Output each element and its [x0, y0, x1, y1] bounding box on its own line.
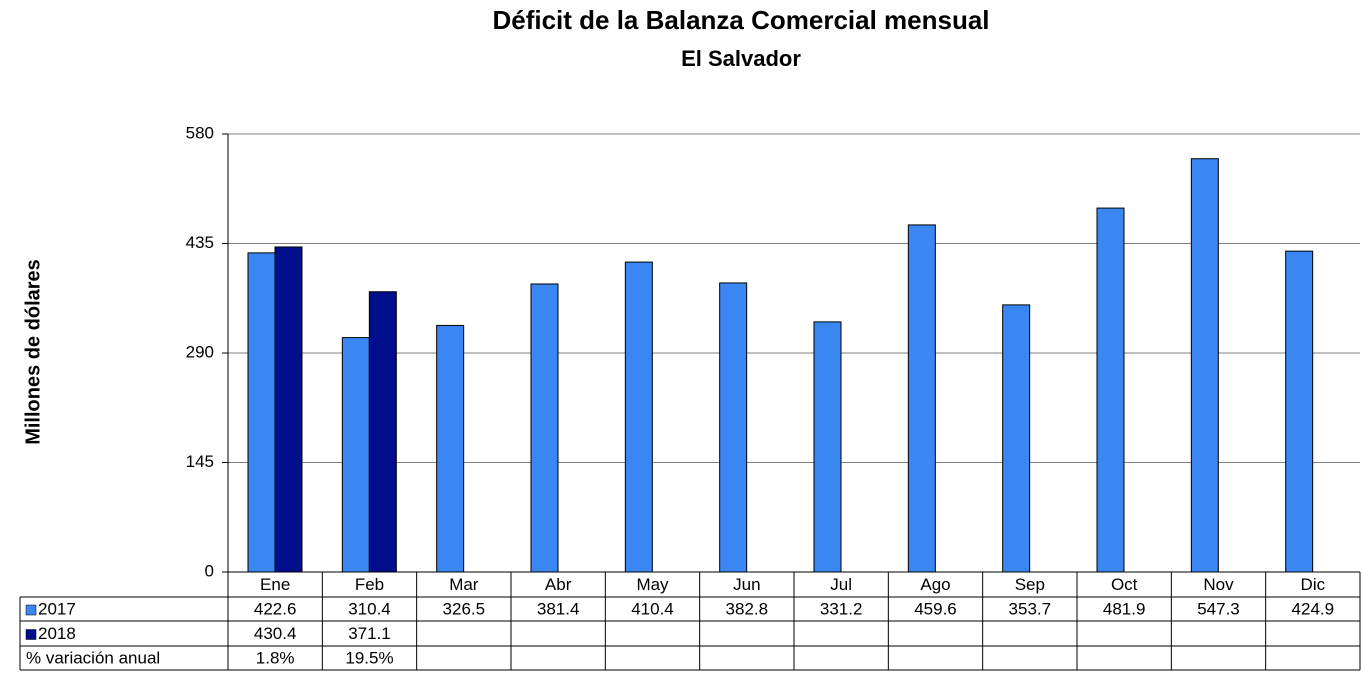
bar — [368, 291, 397, 573]
x-tick-label: Ene — [260, 575, 290, 594]
y-tick-label: 290 — [186, 342, 214, 361]
table-value: 310.4 — [348, 599, 391, 618]
x-tick-label: Abr — [545, 575, 572, 594]
bar — [274, 246, 303, 573]
table-value: 410.4 — [631, 599, 674, 618]
table-value: 424.9 — [1292, 599, 1335, 618]
chart-subtitle: El Salvador — [681, 46, 801, 71]
table-value: 430.4 — [254, 624, 297, 643]
y-tick-label: 145 — [186, 452, 214, 471]
bar — [1096, 207, 1125, 573]
bar — [624, 261, 653, 573]
table-value: 326.5 — [443, 599, 486, 618]
bar — [1285, 250, 1314, 573]
bar — [907, 224, 936, 573]
x-tick-label: Sep — [1015, 575, 1045, 594]
table-value: 1.8% — [256, 648, 295, 667]
bar — [530, 283, 559, 573]
y-tick-label: 435 — [186, 233, 214, 252]
bar — [719, 282, 748, 573]
x-tick-label: Feb — [355, 575, 384, 594]
bar — [247, 252, 276, 573]
x-tick-label: Mar — [449, 575, 479, 594]
table-value: 547.3 — [1197, 599, 1240, 618]
x-tick-label: Jul — [830, 575, 852, 594]
table-value: 481.9 — [1103, 599, 1146, 618]
table-value: 459.6 — [914, 599, 957, 618]
x-tick-label: Jun — [733, 575, 760, 594]
bar — [341, 337, 370, 573]
legend-label: 2018 — [38, 624, 76, 643]
x-tick-label: May — [636, 575, 669, 594]
x-tick-label: Ago — [920, 575, 950, 594]
y-axis-label: Millones de dólares — [22, 259, 44, 445]
chart-title: Déficit de la Balanza Comercial mensual — [492, 5, 989, 35]
table-value: 353.7 — [1009, 599, 1052, 618]
y-tick-label: 580 — [186, 123, 214, 142]
legend-swatch — [25, 604, 37, 616]
bar — [1002, 304, 1031, 573]
table-value: 331.2 — [820, 599, 863, 618]
legend-swatch — [25, 629, 37, 640]
table-value: 19.5% — [345, 648, 393, 667]
x-tick-label: Oct — [1111, 575, 1138, 594]
bar — [436, 324, 465, 573]
table-value: 381.4 — [537, 599, 580, 618]
bar — [813, 321, 842, 573]
y-tick-label: 0 — [205, 561, 214, 580]
legend-label: 2017 — [38, 599, 76, 618]
table-value: 422.6 — [254, 599, 297, 618]
bar — [1190, 158, 1219, 573]
table-row-label: % variación anual — [26, 648, 160, 667]
x-tick-label: Dic — [1301, 575, 1326, 594]
table-value: 371.1 — [348, 624, 391, 643]
x-tick-label: Nov — [1203, 575, 1234, 594]
table-value: 382.8 — [726, 599, 769, 618]
